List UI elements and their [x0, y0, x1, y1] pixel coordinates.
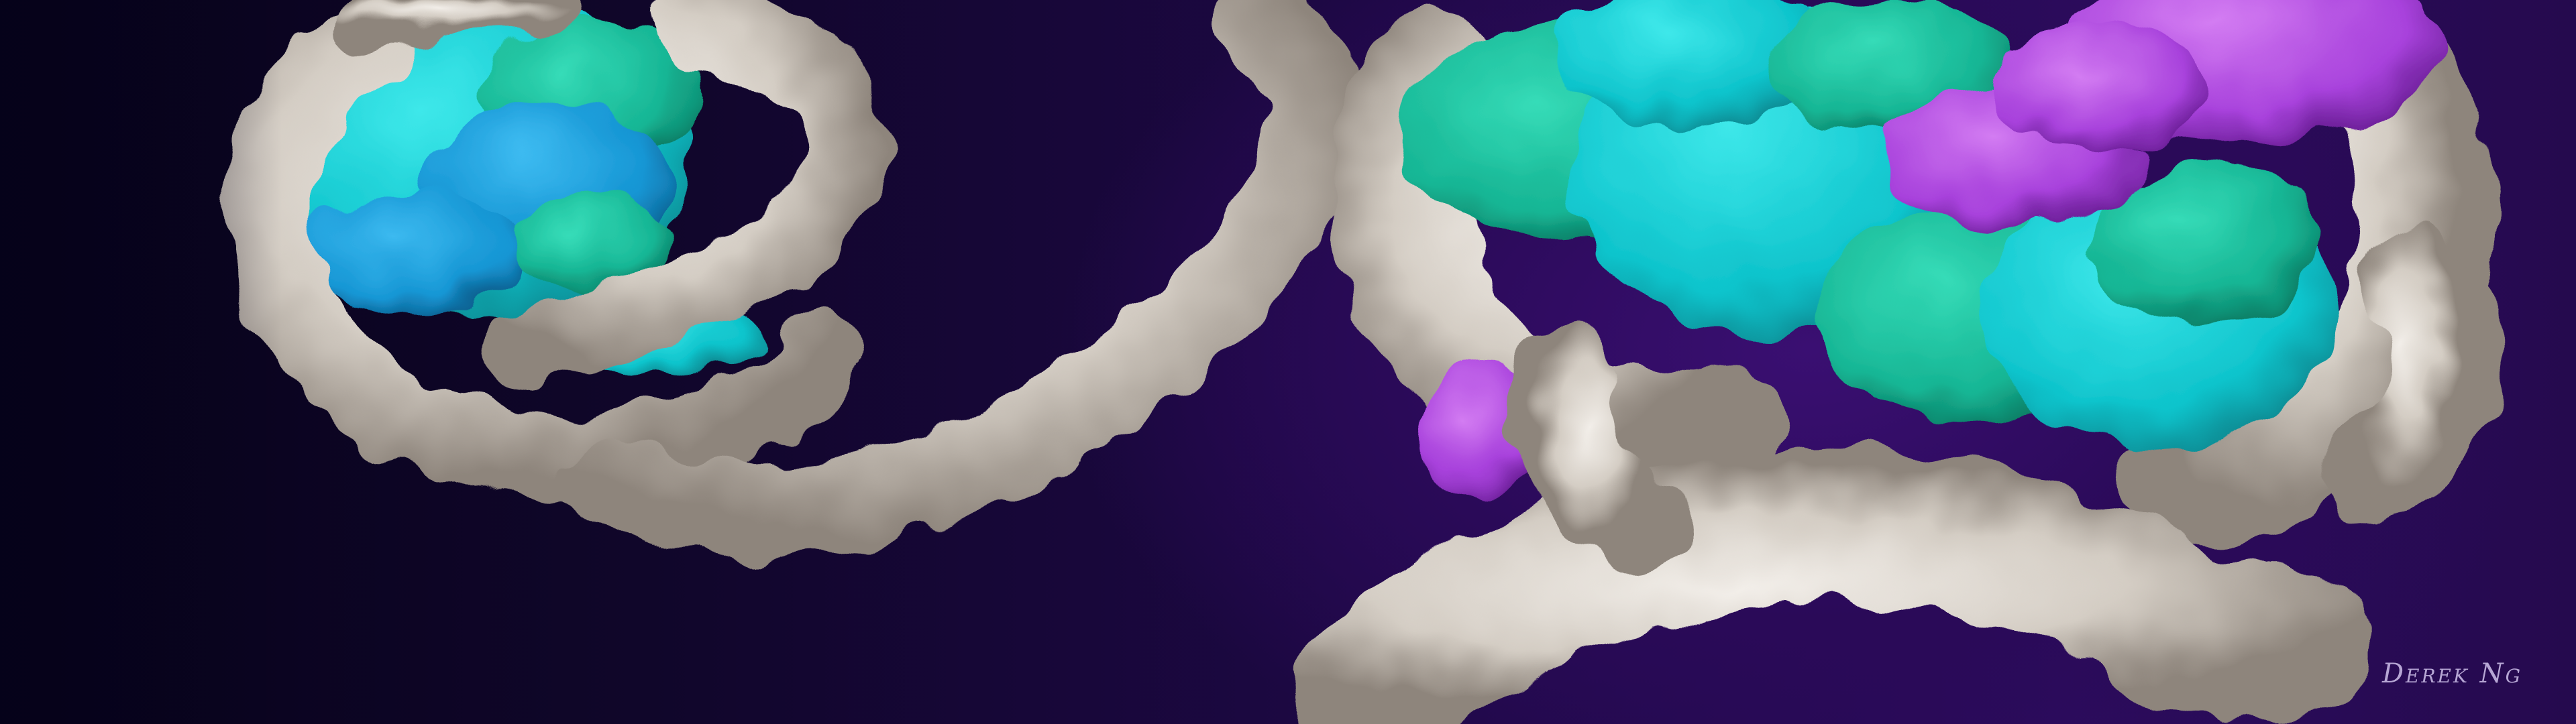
left-vignette	[0, 0, 282, 724]
right-dna-front	[1291, 228, 2504, 724]
right-histone-core	[1395, 0, 2442, 496]
left-dna-wrap	[226, 0, 888, 502]
linker-dna	[557, 0, 1362, 558]
left-nucleosome	[226, 0, 888, 502]
artist-signature: Derek Ng	[2381, 658, 2522, 689]
right-nucleosome	[1291, 0, 2504, 724]
